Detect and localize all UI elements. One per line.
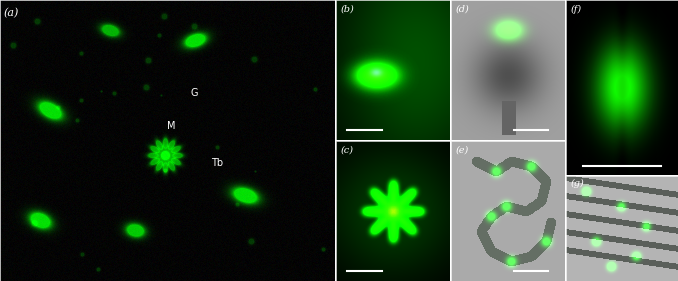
- Text: Tb: Tb: [211, 158, 223, 168]
- Text: (f): (f): [570, 5, 582, 14]
- Text: M: M: [167, 121, 176, 132]
- Text: (c): (c): [340, 145, 353, 154]
- Text: (a): (a): [3, 8, 19, 19]
- Text: G: G: [191, 88, 199, 98]
- Text: (d): (d): [456, 4, 469, 13]
- Text: (b): (b): [340, 4, 355, 13]
- Text: (g): (g): [570, 179, 584, 188]
- Text: (e): (e): [456, 145, 468, 154]
